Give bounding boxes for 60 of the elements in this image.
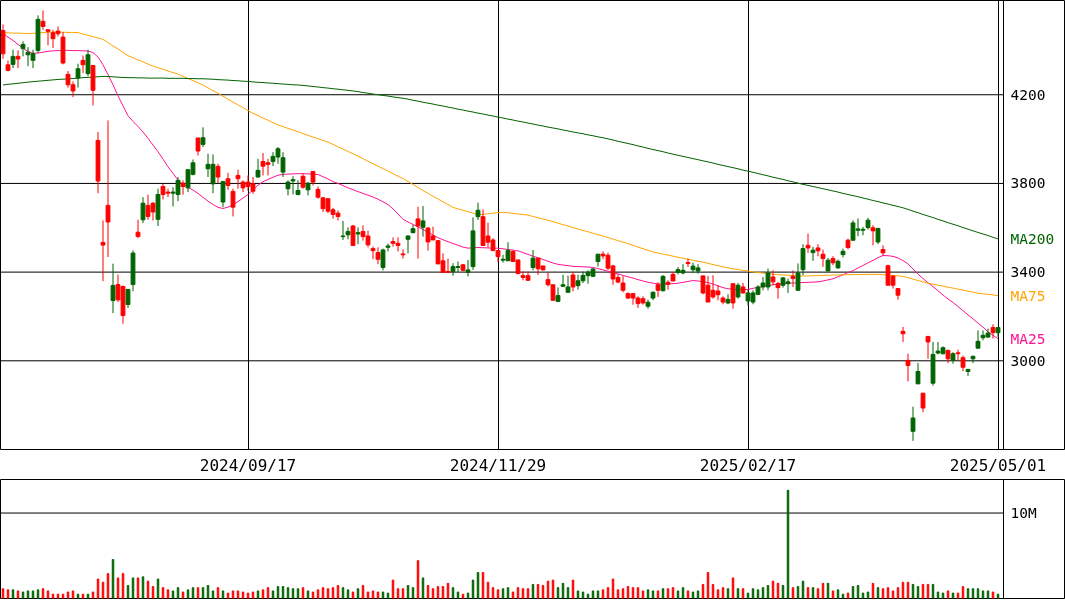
candlestick [655, 281, 661, 298]
candlestick [530, 249, 536, 271]
candlestick [230, 188, 236, 217]
candlestick [340, 220, 346, 241]
candlestick [905, 353, 911, 382]
ref-line-label: 10M [1010, 505, 1037, 522]
x-tick-label: 2025/05/01 [949, 455, 1047, 475]
series-label: MA25 [1010, 330, 1046, 347]
candlestick [200, 126, 206, 148]
candlestick [405, 234, 411, 254]
candlestick [790, 269, 796, 288]
series-label: MA200 [1010, 230, 1055, 247]
candlestick [570, 271, 576, 292]
series-label: MA75 [1010, 287, 1046, 304]
candlestick [925, 335, 931, 360]
candlestick [725, 293, 731, 305]
candlestick [920, 392, 926, 413]
candlestick [135, 219, 141, 239]
candlestick [685, 258, 691, 268]
candlestick [0, 23, 6, 60]
candlestick [420, 205, 426, 238]
candlestick [805, 233, 811, 254]
candlestick [915, 362, 921, 385]
candlestick [140, 196, 146, 224]
candlestick [370, 246, 376, 260]
candlestick [810, 246, 816, 262]
candlestick [220, 180, 226, 208]
candlestick [355, 226, 361, 245]
candlestick [180, 179, 186, 196]
x-tick-label: 2024/11/29 [449, 455, 547, 475]
candlestick [145, 194, 151, 221]
candlestick [400, 248, 406, 260]
candlestick [225, 172, 231, 191]
candlestick [500, 254, 506, 264]
candlestick [215, 163, 221, 184]
candlestick [730, 283, 736, 310]
candlestick [910, 406, 916, 442]
x-tick-label: 2025/02/17 [699, 455, 797, 475]
y-tick-label: 3800 [1010, 175, 1046, 192]
candlestick [990, 323, 996, 340]
candlestick [40, 9, 46, 31]
candlestick [255, 158, 261, 179]
y-tick-label: 4200 [1010, 86, 1046, 103]
y-tick-label: 3400 [1010, 264, 1046, 281]
candlestick [870, 224, 876, 246]
candlestick [850, 219, 856, 242]
candlestick [475, 202, 481, 221]
candlestick [900, 326, 906, 343]
candlestick [415, 206, 421, 260]
x-tick-label: 2024/09/17 [199, 455, 297, 475]
candlestick [555, 286, 561, 302]
candlestick [80, 54, 86, 74]
candlestick [450, 262, 456, 277]
candlestick [970, 354, 976, 364]
candlestick [10, 49, 16, 69]
y-tick-label: 3000 [1010, 352, 1046, 369]
candlestick [880, 244, 886, 256]
candlestick [965, 368, 971, 377]
candlestick [110, 263, 116, 314]
candlestick [15, 49, 21, 69]
